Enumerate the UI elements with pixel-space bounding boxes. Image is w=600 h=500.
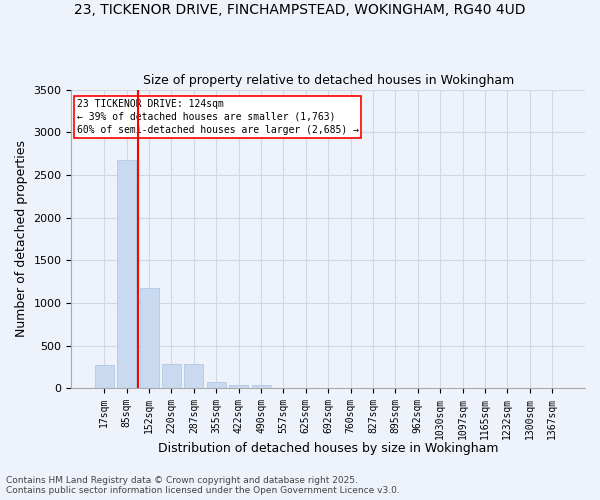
Bar — [251, 386, 271, 388]
Bar — [140, 288, 158, 388]
Y-axis label: Number of detached properties: Number of detached properties — [15, 140, 28, 338]
Bar — [95, 366, 114, 388]
X-axis label: Distribution of detached houses by size in Wokingham: Distribution of detached houses by size … — [158, 442, 499, 455]
Text: Contains HM Land Registry data © Crown copyright and database right 2025.
Contai: Contains HM Land Registry data © Crown c… — [6, 476, 400, 495]
Bar — [184, 364, 203, 388]
Bar — [117, 160, 136, 388]
Text: 23, TICKENOR DRIVE, FINCHAMPSTEAD, WOKINGHAM, RG40 4UD: 23, TICKENOR DRIVE, FINCHAMPSTEAD, WOKIN… — [74, 2, 526, 16]
Bar — [207, 382, 226, 388]
Bar — [229, 384, 248, 388]
Text: 23 TICKENOR DRIVE: 124sqm
← 39% of detached houses are smaller (1,763)
60% of se: 23 TICKENOR DRIVE: 124sqm ← 39% of detac… — [77, 98, 359, 135]
Title: Size of property relative to detached houses in Wokingham: Size of property relative to detached ho… — [143, 74, 514, 87]
Bar — [162, 364, 181, 388]
